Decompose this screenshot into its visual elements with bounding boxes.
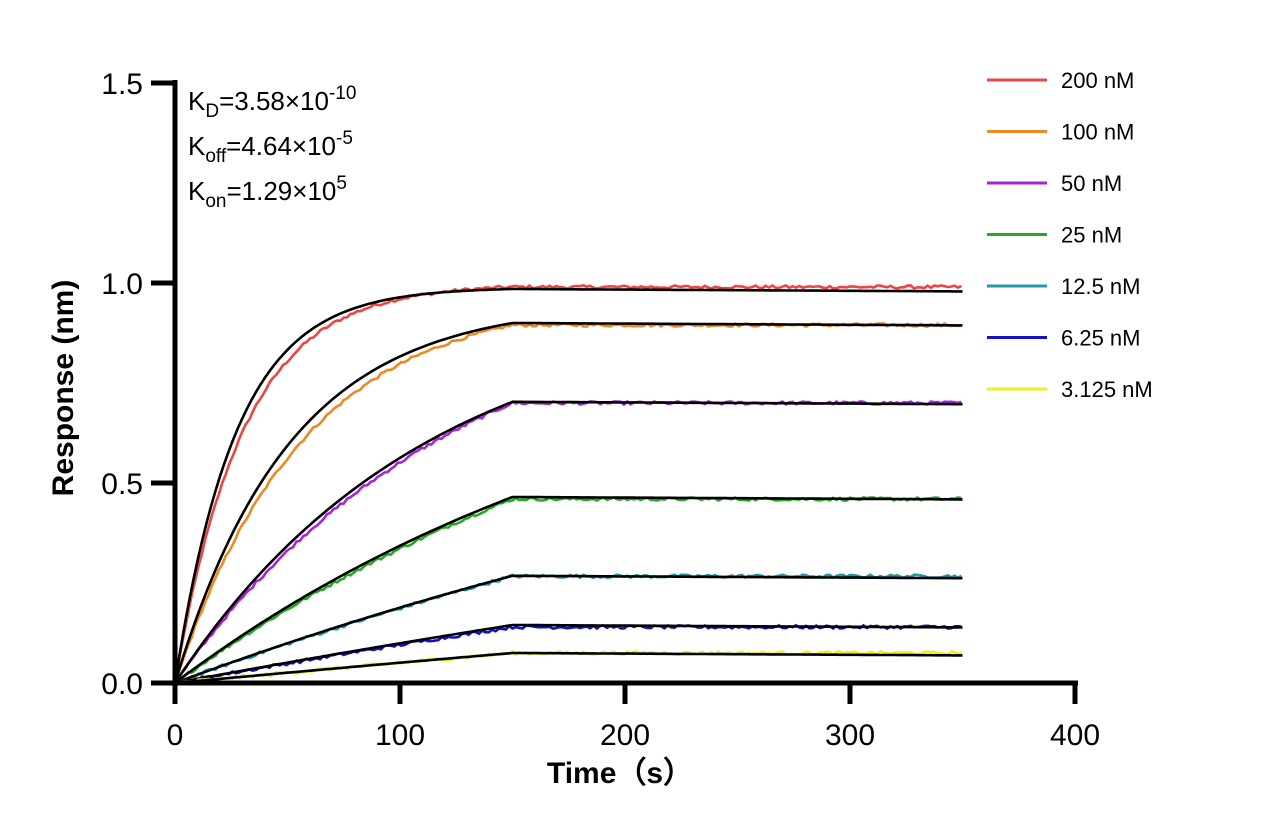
fit-line	[174, 623, 963, 685]
legend-label: 3.125 nM	[1061, 377, 1153, 402]
constant-symbol: K	[188, 86, 206, 116]
constant-value: =3.58×10	[219, 86, 329, 116]
legend-label: 200 nM	[1061, 68, 1134, 93]
constant-exponent: -5	[336, 128, 353, 149]
kinetic-constant: Koff=4.64×10-5	[188, 128, 353, 167]
x-tick-label: 100	[375, 719, 425, 752]
y-tick-label: 0.0	[101, 668, 143, 701]
x-tick-label: 200	[600, 719, 650, 752]
fit-line	[174, 574, 963, 685]
y-axis-title: Response (nm)	[47, 280, 80, 497]
y-tick-label: 1.5	[101, 68, 143, 101]
x-tick-label: 0	[167, 719, 184, 752]
constant-subscript: off	[205, 146, 227, 167]
legend-label: 50 nM	[1061, 171, 1122, 196]
y-tick-label: 1.0	[101, 268, 143, 301]
y-tick-label: 0.5	[101, 468, 143, 501]
ticks: 0 100 200 300 400 0.0 0.5 1.0 1.5	[101, 68, 1100, 752]
constant-symbol: K	[188, 176, 206, 206]
constant-subscript: D	[205, 101, 219, 122]
legend-label: 12.5 nM	[1061, 274, 1141, 299]
constant-value: =1.29×10	[226, 176, 336, 206]
constant-exponent: -10	[329, 83, 356, 104]
legend-label: 6.25 nM	[1061, 326, 1141, 351]
fit-line	[173, 321, 963, 684]
x-tick-label: 300	[825, 719, 875, 752]
legend-label: 25 nM	[1061, 223, 1122, 248]
constant-value: =4.64×10	[226, 131, 336, 161]
series-line	[174, 649, 963, 685]
fit-line	[173, 400, 963, 684]
constant-subscript: on	[205, 191, 226, 212]
x-axis-title: Time（s）	[547, 756, 693, 790]
fit-line	[174, 495, 963, 685]
constant-exponent: 5	[336, 173, 347, 194]
legend-label: 100 nM	[1061, 120, 1134, 145]
fit-line	[174, 651, 963, 685]
x-tick-label: 400	[1050, 719, 1100, 752]
fit-line	[173, 287, 963, 684]
plot-area	[173, 283, 963, 685]
kinetic-constant: KD=3.58×10-10	[188, 83, 356, 122]
kinetic-constant: Kon=1.29×105	[188, 173, 347, 212]
legend: 200 nM 100 nM 50 nM 25 nM 12.5 nM 6.25 nM 3.12…	[987, 68, 1153, 402]
constant-symbol: K	[188, 131, 206, 161]
